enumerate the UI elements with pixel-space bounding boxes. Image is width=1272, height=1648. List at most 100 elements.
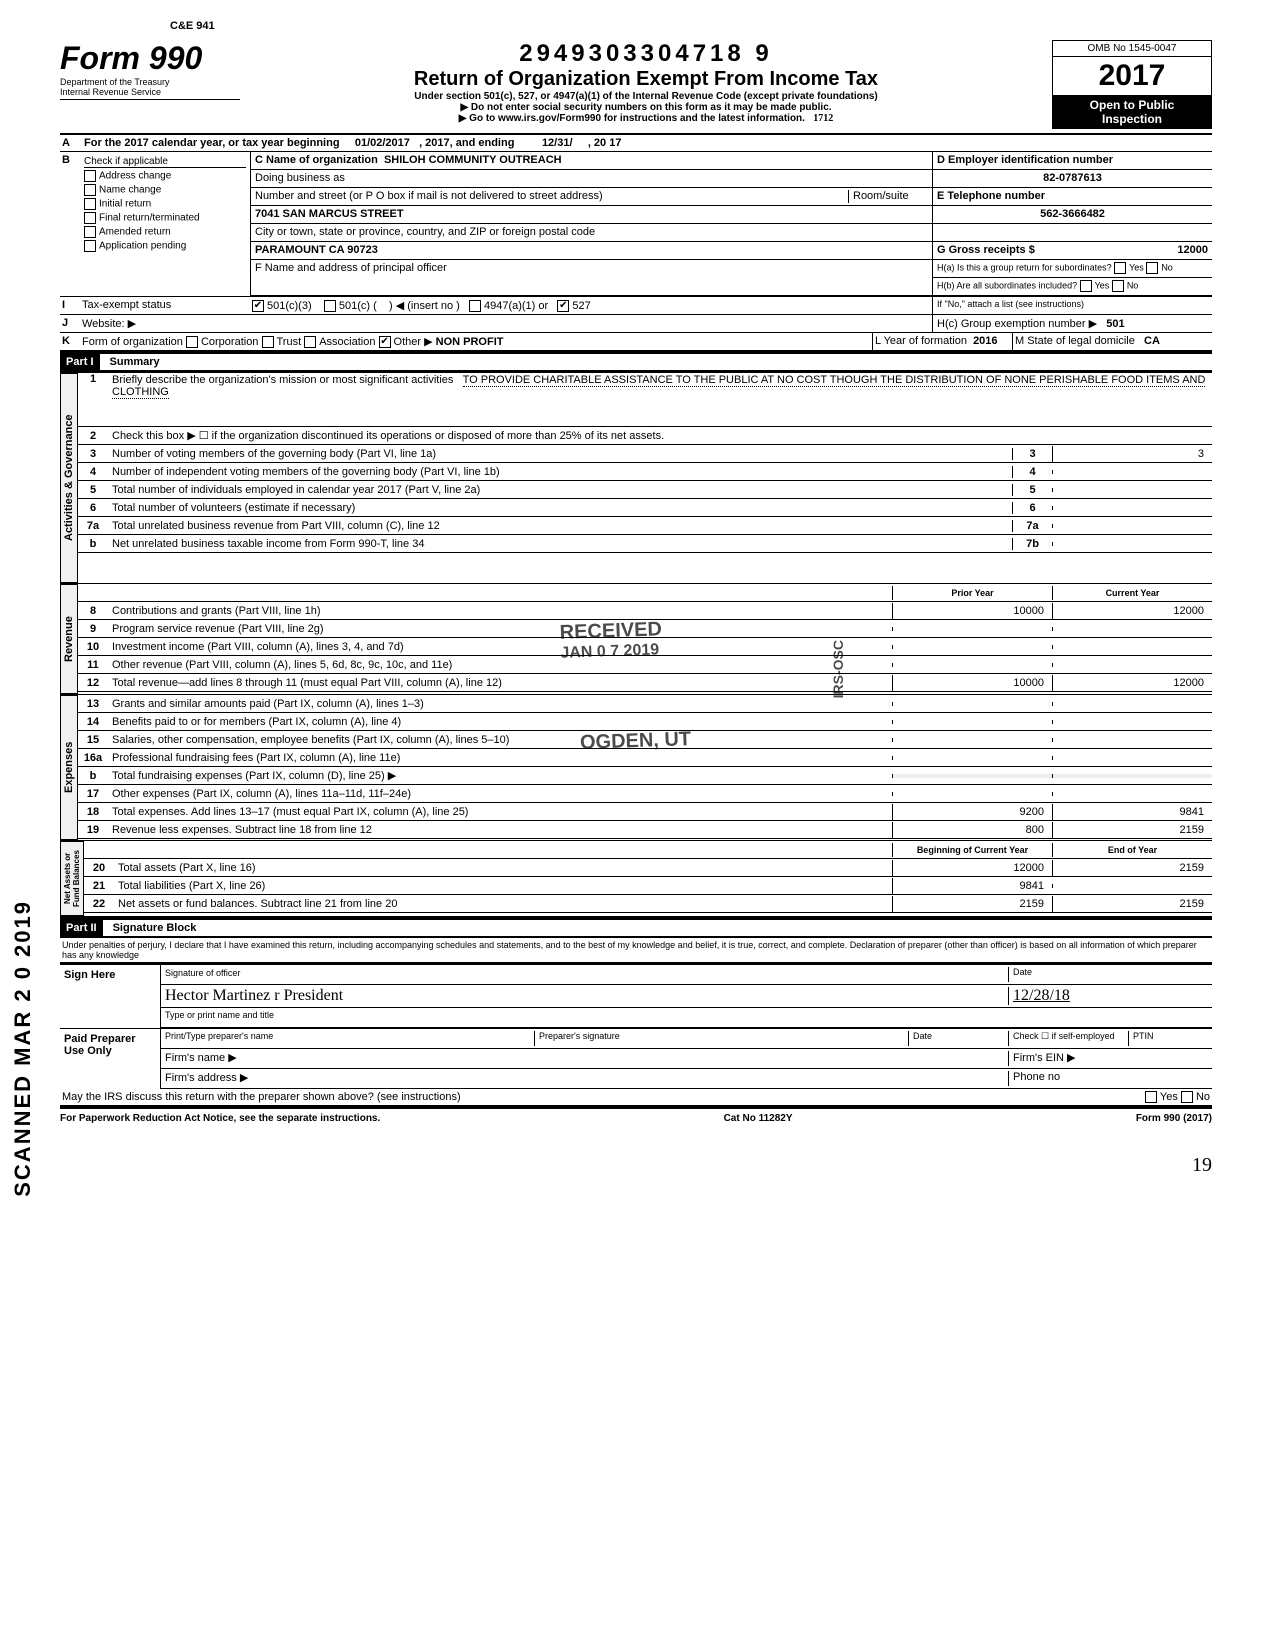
form-number: Form 990 xyxy=(60,40,202,76)
line2: Check this box ▶ ☐ if the organization d… xyxy=(108,428,1212,443)
org-name: SHILOH COMMUNITY OUTREACH xyxy=(384,154,562,166)
ptin-label: PTIN xyxy=(1128,1031,1208,1046)
stamp-number: 2949303304718 9 xyxy=(240,40,1052,68)
city-value: PARAMOUNT CA 90723 xyxy=(250,242,932,260)
line19-cy: 2159 xyxy=(1052,822,1212,838)
check-if-applicable: Check if applicable xyxy=(84,156,246,168)
ssn-warning: ▶ Do not enter social security numbers o… xyxy=(240,102,1052,113)
cb-address-change[interactable] xyxy=(84,170,96,182)
cb-ha-yes[interactable] xyxy=(1114,262,1126,274)
line12-cy: 12000 xyxy=(1052,675,1212,691)
cb-discuss-no[interactable] xyxy=(1181,1091,1193,1103)
line22-cy: 2159 xyxy=(1052,896,1212,912)
cb-final-return[interactable] xyxy=(84,212,96,224)
line12: Total revenue—add lines 8 through 11 (mu… xyxy=(108,676,892,690)
perjury-text: Under penalties of perjury, I declare th… xyxy=(60,938,1212,963)
hc-label: H(c) Group exemption number ▶ xyxy=(937,318,1097,330)
cb-corp[interactable] xyxy=(186,336,198,348)
l-label: L Year of formation xyxy=(875,335,967,347)
line7a: Total unrelated business revenue from Pa… xyxy=(108,519,1012,533)
check-self-label: Check ☐ if self-employed xyxy=(1008,1031,1128,1046)
city-label: City or town, state or province, country… xyxy=(250,224,932,242)
hb-label: H(b) Are all subordinates included? xyxy=(937,280,1077,290)
cat-no: Cat No 11282Y xyxy=(724,1113,793,1124)
cb-ha-no[interactable] xyxy=(1146,262,1158,274)
cb-name-change[interactable] xyxy=(84,184,96,196)
letter-i: I xyxy=(60,297,80,314)
cb-amended[interactable] xyxy=(84,226,96,238)
vert-governance: Activities & Governance xyxy=(60,373,78,583)
cb-other[interactable]: ✔ xyxy=(379,336,391,348)
cb-501c3[interactable]: ✔ xyxy=(252,300,264,312)
firm-addr-label: Firm's address ▶ xyxy=(165,1071,1008,1086)
cb-initial-return[interactable] xyxy=(84,198,96,210)
m-label: M State of legal domicile xyxy=(1015,335,1135,347)
street-value: 7041 SAN MARCUS STREET xyxy=(250,206,932,224)
calendar-year-line: For the 2017 calendar year, or tax year … xyxy=(80,135,1212,151)
org-other-val: NON PROFIT xyxy=(436,336,504,348)
line10: Investment income (Part VIII, column (A)… xyxy=(108,640,892,654)
line19-py: 800 xyxy=(892,822,1052,838)
firm-name-label: Firm's name ▶ xyxy=(165,1051,1008,1066)
line21: Total liabilities (Part X, line 26) xyxy=(114,879,892,893)
line7b: Net unrelated business taxable income fr… xyxy=(108,537,1012,551)
cb-hb-yes[interactable] xyxy=(1080,280,1092,292)
d-label: D Employer identification number xyxy=(937,154,1113,166)
cb-assoc[interactable] xyxy=(304,336,316,348)
page-number: 19 xyxy=(60,1154,1212,1177)
address-change-label: Address change xyxy=(99,171,171,182)
omb-year-box: OMB No 1545-0047 2017 Open to PublicInsp… xyxy=(1052,40,1212,129)
line22-py: 2159 xyxy=(892,896,1052,912)
cb-501c[interactable] xyxy=(324,300,336,312)
line3-val: 3 xyxy=(1052,446,1212,462)
street-label: Number and street (or P O box if mail is… xyxy=(255,190,848,203)
initial-return-label: Initial return xyxy=(99,199,151,210)
sig-name-value: Hector Martinez r President xyxy=(165,987,1008,1005)
line20: Total assets (Part X, line 16) xyxy=(114,861,892,875)
cb-hb-no[interactable] xyxy=(1112,280,1124,292)
line19: Revenue less expenses. Subtract line 18 … xyxy=(108,823,892,837)
cb-4947[interactable] xyxy=(469,300,481,312)
line22: Net assets or fund balances. Subtract li… xyxy=(114,897,892,911)
line6: Total number of volunteers (estimate if … xyxy=(108,501,1012,515)
vert-net-assets: Net Assets or Fund Balances xyxy=(60,841,84,916)
cb-discuss-yes[interactable] xyxy=(1145,1091,1157,1103)
open-public: Open to PublicInspection xyxy=(1053,96,1211,128)
website-label: Website: ▶ xyxy=(80,315,932,332)
prep-date-label: Date xyxy=(908,1031,1008,1046)
form-org-label: Form of organization xyxy=(82,336,183,348)
cb-application-pending[interactable] xyxy=(84,240,96,252)
line18: Total expenses. Add lines 13–17 (must eq… xyxy=(108,805,892,819)
end-year-header: End of Year xyxy=(1052,843,1212,857)
part2-title: Signature Block xyxy=(113,922,197,934)
current-year-header: Current Year xyxy=(1052,586,1212,600)
part1-label: Part I xyxy=(60,354,100,370)
part1-title: Summary xyxy=(110,356,160,368)
line8: Contributions and grants (Part VIII, lin… xyxy=(108,604,892,618)
firm-ein-label: Firm's EIN ▶ xyxy=(1008,1051,1208,1066)
line14: Benefits paid to or for members (Part IX… xyxy=(108,715,892,729)
beg-year-header: Beginning of Current Year xyxy=(892,843,1052,857)
m-value: CA xyxy=(1144,335,1160,347)
dept-treasury: Department of the Treasury xyxy=(60,77,240,87)
prep-name-label: Print/Type preparer's name xyxy=(165,1031,534,1046)
letter-b: B xyxy=(60,152,80,296)
cb-527[interactable]: ✔ xyxy=(557,300,569,312)
line16a: Professional fundraising fees (Part IX, … xyxy=(108,751,892,765)
f-label: F Name and address of principal officer xyxy=(250,260,932,296)
line18-cy: 9841 xyxy=(1052,804,1212,820)
cb-trust[interactable] xyxy=(262,336,274,348)
line1-label: Briefly describe the organization's miss… xyxy=(112,374,453,386)
line9: Program service revenue (Part VIII, line… xyxy=(108,622,892,636)
line11: Other revenue (Part VIII, column (A), li… xyxy=(108,658,892,672)
form-footer: Form 990 (2017) xyxy=(1136,1113,1212,1124)
vert-revenue: Revenue xyxy=(60,584,78,694)
letter-k: K xyxy=(60,333,80,350)
line15: Salaries, other compensation, employee b… xyxy=(108,733,892,747)
line8-cy: 12000 xyxy=(1052,603,1212,619)
c-name-label: C Name of organization xyxy=(255,154,378,166)
stamp-scanned: SCANNED MAR 2 0 2019 xyxy=(10,900,36,1197)
hc-value: 501 xyxy=(1106,318,1124,330)
prior-year-header: Prior Year xyxy=(892,586,1052,600)
tax-exempt-label: Tax-exempt status xyxy=(80,297,250,314)
